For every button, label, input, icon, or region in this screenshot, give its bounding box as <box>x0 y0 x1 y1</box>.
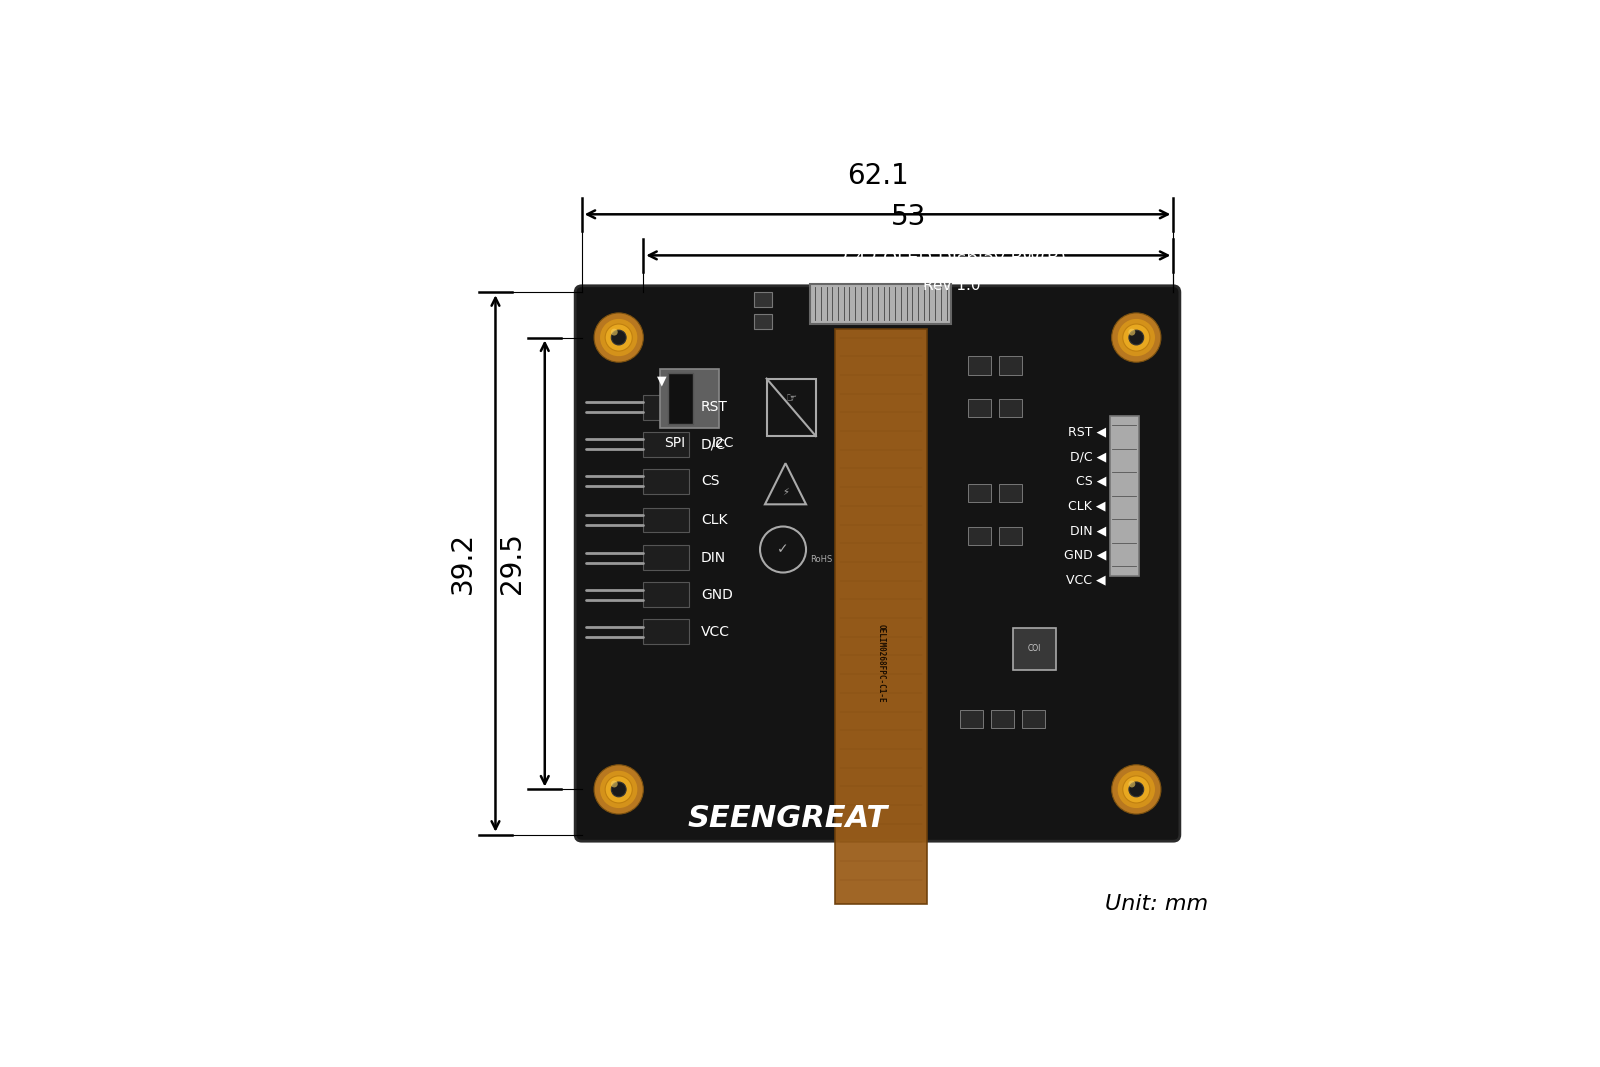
Text: Rev 1.0: Rev 1.0 <box>923 278 981 293</box>
Bar <box>643 545 688 570</box>
Text: DIN: DIN <box>701 551 726 564</box>
Circle shape <box>1112 765 1162 814</box>
Bar <box>643 432 688 457</box>
Text: VCC: VCC <box>701 624 730 639</box>
Text: CLK ◀: CLK ◀ <box>1069 499 1106 512</box>
Text: RST ◀: RST ◀ <box>1067 426 1106 439</box>
Circle shape <box>1130 330 1144 345</box>
Text: RST: RST <box>701 400 728 414</box>
Circle shape <box>600 318 638 356</box>
Text: I2C: I2C <box>712 436 734 450</box>
Bar <box>754 292 773 307</box>
Bar <box>1013 627 1056 670</box>
Circle shape <box>1123 324 1150 351</box>
Text: CLK: CLK <box>701 513 728 527</box>
Bar <box>1110 415 1139 576</box>
Text: CS: CS <box>701 475 720 489</box>
Circle shape <box>1128 781 1136 787</box>
Text: Unit: mm: Unit: mm <box>1106 894 1208 914</box>
Bar <box>766 379 816 436</box>
Circle shape <box>594 313 643 362</box>
Bar <box>998 526 1022 544</box>
Bar <box>643 508 688 532</box>
Bar <box>643 583 688 607</box>
Text: D/C ◀: D/C ◀ <box>1070 450 1106 463</box>
Bar <box>998 356 1022 375</box>
Bar <box>643 469 688 494</box>
Bar <box>968 483 990 501</box>
Text: D/C: D/C <box>701 437 726 451</box>
Text: COI: COI <box>1027 644 1042 653</box>
Text: ⚡: ⚡ <box>782 487 789 497</box>
Text: SPI: SPI <box>664 436 685 450</box>
Circle shape <box>594 765 643 814</box>
Text: ✓: ✓ <box>778 542 789 557</box>
Text: RoHS: RoHS <box>810 555 832 563</box>
Text: CS ◀: CS ◀ <box>1075 475 1106 488</box>
Text: GND: GND <box>701 588 733 602</box>
Text: 53: 53 <box>891 203 926 230</box>
Bar <box>990 710 1014 728</box>
Circle shape <box>1117 770 1155 809</box>
FancyBboxPatch shape <box>574 286 1179 841</box>
Text: ▼: ▼ <box>656 375 666 387</box>
Text: OELIM0268FPC-C1-E: OELIM0268FPC-C1-E <box>877 623 885 702</box>
Circle shape <box>1123 776 1150 803</box>
Text: SEENGREAT: SEENGREAT <box>686 803 886 832</box>
Circle shape <box>611 781 618 787</box>
Bar <box>643 619 688 644</box>
Circle shape <box>1117 318 1155 356</box>
Text: 39.2: 39.2 <box>448 532 477 594</box>
Bar <box>835 330 926 905</box>
Circle shape <box>1128 329 1136 336</box>
Circle shape <box>1130 782 1144 797</box>
Bar <box>968 399 990 417</box>
Circle shape <box>1112 313 1162 362</box>
Circle shape <box>605 324 632 351</box>
Text: VCC ◀: VCC ◀ <box>1066 573 1106 587</box>
Bar <box>968 356 990 375</box>
Bar <box>968 526 990 544</box>
Bar <box>754 314 773 329</box>
Circle shape <box>611 782 626 797</box>
Bar <box>998 483 1022 501</box>
Circle shape <box>600 770 638 809</box>
Bar <box>1022 710 1045 728</box>
Bar <box>669 372 693 424</box>
Circle shape <box>605 776 632 803</box>
Bar <box>960 710 982 728</box>
Text: 62.1: 62.1 <box>846 162 909 190</box>
Circle shape <box>611 329 618 336</box>
Bar <box>643 395 688 419</box>
Text: 29.5: 29.5 <box>498 532 526 594</box>
Circle shape <box>611 330 626 345</box>
Text: ☞: ☞ <box>786 393 797 405</box>
Text: 2.42 OLED Display BW(B): 2.42 OLED Display BW(B) <box>837 251 1066 269</box>
Bar <box>659 369 718 428</box>
Text: DIN ◀: DIN ◀ <box>1070 524 1106 537</box>
Bar <box>998 399 1022 417</box>
Bar <box>810 284 952 323</box>
Text: GND ◀: GND ◀ <box>1064 548 1106 561</box>
